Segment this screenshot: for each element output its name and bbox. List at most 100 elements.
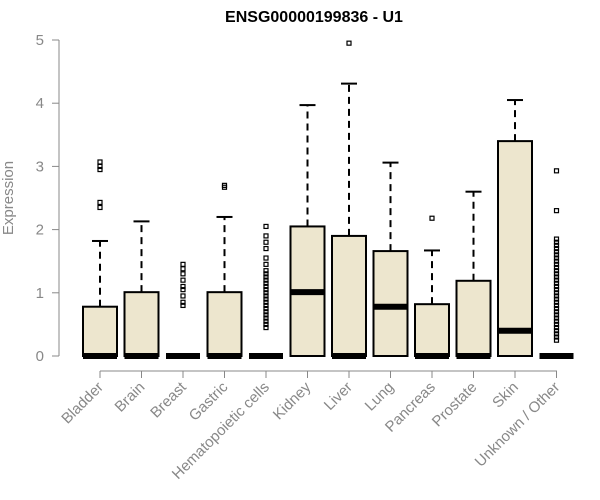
box-body xyxy=(82,305,118,358)
box-kidney xyxy=(289,104,326,357)
outlier-point xyxy=(429,215,435,221)
box-gastric xyxy=(206,182,243,359)
outlier-point xyxy=(180,287,186,293)
outlier-point xyxy=(553,324,560,331)
outlier-point xyxy=(263,318,269,324)
outlier-point xyxy=(553,309,560,315)
outlier-point xyxy=(263,324,269,331)
box-body xyxy=(497,140,533,357)
outlier-point xyxy=(553,293,560,299)
outlier-point xyxy=(553,208,560,214)
outlier-point xyxy=(263,245,269,252)
outlier-point xyxy=(553,252,560,258)
box-lung xyxy=(372,161,409,357)
boxes-group xyxy=(82,40,574,359)
box-skin xyxy=(497,99,533,357)
y-tick-label: 3 xyxy=(36,158,44,175)
outlier-point xyxy=(97,159,103,165)
outlier-point xyxy=(180,302,186,309)
outlier-point xyxy=(263,283,269,290)
x-tick-label: Brain xyxy=(112,379,149,416)
x-tick-label: Bladder xyxy=(58,379,107,428)
y-tick-label: 0 xyxy=(36,348,44,365)
outlier-point xyxy=(553,239,560,245)
outlier-point xyxy=(553,299,560,305)
outlier-point xyxy=(263,321,269,327)
y-tick-label: 2 xyxy=(36,222,44,239)
outlier-point xyxy=(263,306,269,312)
outlier-point xyxy=(263,239,269,245)
box-brain xyxy=(123,220,160,359)
outlier-point xyxy=(263,233,269,239)
outlier-point xyxy=(180,266,186,272)
y-axis-ticks: 0 1 2 3 4 5 xyxy=(36,32,59,365)
outlier-point xyxy=(553,318,560,324)
outlier-point xyxy=(263,296,269,302)
outlier-point xyxy=(263,290,269,296)
outlier-point xyxy=(180,277,186,283)
box-body xyxy=(331,234,367,357)
outlier-point xyxy=(553,331,560,337)
outlier-point xyxy=(97,204,103,211)
outlier-point xyxy=(263,299,269,305)
outlier-point xyxy=(263,268,269,274)
box-unknown-other xyxy=(539,168,574,359)
outlier-point xyxy=(97,199,103,206)
box-body xyxy=(206,291,243,357)
outlier-point xyxy=(553,268,560,274)
outlier-point xyxy=(180,283,186,290)
x-tick-label: Prostate xyxy=(429,379,481,431)
outlier-point xyxy=(553,258,560,264)
outlier-point xyxy=(553,280,560,286)
outlier-point xyxy=(553,242,560,248)
y-tick-label: 1 xyxy=(36,285,44,302)
outlier-point xyxy=(553,321,560,327)
outlier-point xyxy=(553,261,560,267)
outlier-point xyxy=(553,287,560,293)
outlier-point xyxy=(346,40,352,46)
outlier-point xyxy=(553,328,560,334)
outlier-point xyxy=(263,274,269,280)
x-tick-label: Liver xyxy=(321,379,356,414)
outlier-point xyxy=(97,166,103,173)
outlier-point xyxy=(263,280,269,286)
box-breast xyxy=(166,261,200,359)
outlier-point xyxy=(553,245,560,252)
outlier-point xyxy=(553,296,560,302)
box-liver xyxy=(331,40,367,359)
outlier-point xyxy=(553,290,560,296)
outlier-point xyxy=(553,264,560,271)
outlier-point xyxy=(553,312,560,318)
x-tick-label: Kidney xyxy=(270,378,315,423)
outlier-point xyxy=(553,302,560,309)
outlier-point xyxy=(553,255,560,261)
outlier-point xyxy=(263,302,269,309)
outlier-point xyxy=(221,182,228,188)
chart-title: ENSG00000199836 - U1 xyxy=(225,9,403,26)
outlier-point xyxy=(263,287,269,293)
box-prostate xyxy=(455,190,492,359)
outlier-point xyxy=(263,223,269,230)
x-tick-label: Breast xyxy=(147,378,190,421)
outlier-point xyxy=(553,277,560,283)
outlier-point xyxy=(263,271,269,277)
outlier-point xyxy=(553,337,560,343)
box-bladder xyxy=(82,159,118,359)
box-pancreas xyxy=(414,215,450,359)
outlier-point xyxy=(180,299,186,305)
outlier-point xyxy=(180,271,186,277)
outlier-point xyxy=(553,271,560,277)
outlier-point xyxy=(263,277,269,283)
outlier-point xyxy=(263,261,269,267)
x-tick-label: Lung xyxy=(362,379,398,415)
outlier-point xyxy=(263,309,269,315)
box-body xyxy=(414,303,450,357)
x-tick-label: Skin xyxy=(489,379,522,412)
outlier-point xyxy=(553,315,560,321)
outlier-point xyxy=(263,315,269,321)
box-body xyxy=(455,279,492,357)
outlier-point xyxy=(553,283,560,290)
box-hematopoietic-cells xyxy=(249,223,283,359)
